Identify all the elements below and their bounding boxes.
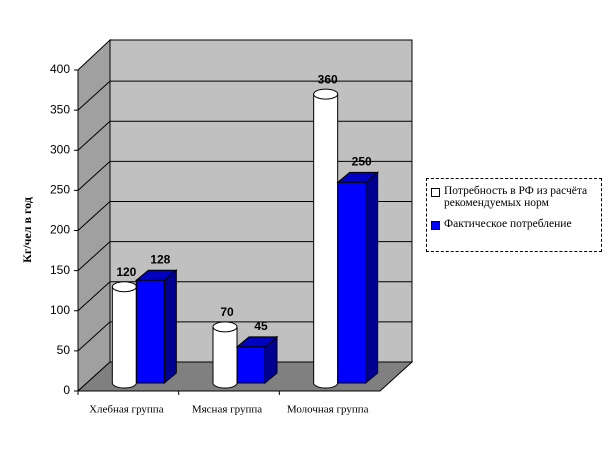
bar xyxy=(235,335,279,385)
cylinder-body xyxy=(313,93,339,389)
value-label: 250 xyxy=(352,155,372,169)
legend-swatch xyxy=(431,188,440,197)
y-axis-label: Кг/чел в год xyxy=(20,197,34,263)
bar-side xyxy=(365,171,379,385)
cylinder-top xyxy=(313,88,339,100)
y-tick-label: 100 xyxy=(50,303,70,317)
value-label: 120 xyxy=(116,265,136,279)
y-tick-label: 150 xyxy=(50,263,70,277)
bar xyxy=(134,269,178,385)
value-label: 70 xyxy=(220,305,234,319)
x-tick-label: Молочная группа xyxy=(287,404,369,416)
legend-label: Фактическое потребление xyxy=(444,218,572,230)
legend-label: Потребность в РФ из расчёта рекомендуемы… xyxy=(444,185,588,209)
y-tick-label: 250 xyxy=(50,183,70,197)
legend-item: Потребность в РФ из расчёта рекомендуемы… xyxy=(431,185,597,209)
y-tick-label: 50 xyxy=(57,343,71,357)
cylinder-top xyxy=(212,321,238,333)
bar xyxy=(313,88,339,389)
grid-line xyxy=(77,80,412,111)
grid-line xyxy=(77,321,412,352)
bar-front xyxy=(236,346,266,384)
grid-line xyxy=(77,241,412,271)
bar-front xyxy=(135,279,165,384)
bar xyxy=(336,171,380,385)
x-tick-label: Хлебная группа xyxy=(89,404,164,416)
y-tick-label: 0 xyxy=(63,383,70,397)
cylinder-top xyxy=(111,281,137,293)
y-tick-label: 400 xyxy=(50,62,70,76)
bar-front xyxy=(337,181,367,384)
bar xyxy=(111,281,137,389)
grid-line xyxy=(77,201,412,231)
value-label: 360 xyxy=(318,72,338,86)
grid-line xyxy=(77,160,412,191)
cylinder-body xyxy=(212,326,238,389)
bar xyxy=(212,321,238,389)
y-tick-label: 300 xyxy=(50,142,70,156)
value-label: 128 xyxy=(150,252,170,266)
bar-side xyxy=(163,269,177,385)
cylinder-body xyxy=(111,286,137,389)
legend-swatch xyxy=(431,221,440,230)
legend-item: Фактическое потребление xyxy=(431,218,597,230)
grid-line xyxy=(77,120,412,151)
grid-line xyxy=(77,281,412,312)
y-tick-label: 350 xyxy=(50,102,70,116)
y-tick-label: 200 xyxy=(50,223,70,237)
legend: Потребность в РФ из расчёта рекомендуемы… xyxy=(426,178,602,252)
value-label: 45 xyxy=(254,319,268,333)
x-tick-label: Мясная группа xyxy=(192,404,262,416)
